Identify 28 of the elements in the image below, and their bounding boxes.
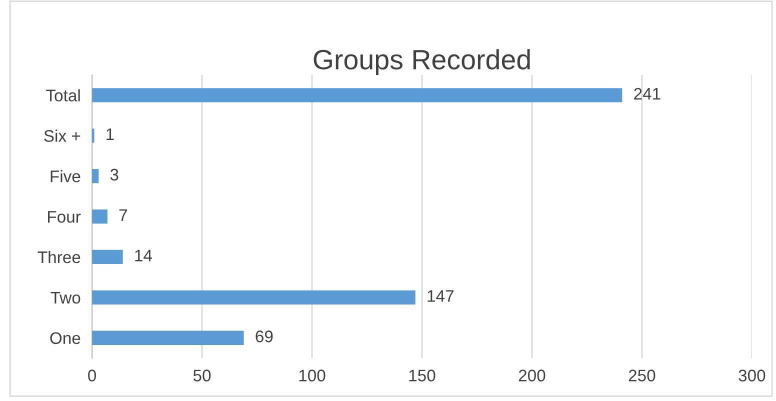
y-tick-label: One xyxy=(50,332,80,344)
data-label: 1 xyxy=(106,128,114,140)
x-tick-label: 0 xyxy=(88,370,96,382)
bar xyxy=(92,209,108,224)
x-tick-label: 150 xyxy=(409,370,436,382)
x-tick-label: 250 xyxy=(628,370,656,382)
y-tick-label: Total xyxy=(46,89,80,102)
data-label: 69 xyxy=(256,330,273,342)
y-tick-label: Four xyxy=(48,211,81,223)
bar xyxy=(92,250,123,264)
bar xyxy=(92,290,416,305)
x-tick-label: 50 xyxy=(193,370,211,382)
x-tick-label: 200 xyxy=(518,370,546,382)
x-tick-label: 100 xyxy=(299,370,326,382)
y-tick-label: Six + xyxy=(44,130,80,142)
y-tick-label: Five xyxy=(50,170,80,182)
bar xyxy=(92,169,99,184)
bar xyxy=(92,330,244,345)
data-label: 7 xyxy=(119,209,127,221)
y-tick-label: Two xyxy=(50,292,80,304)
x-tick-label: 300 xyxy=(738,370,766,382)
bar xyxy=(92,88,622,102)
y-tick-label: Three xyxy=(38,250,80,264)
data-label: 3 xyxy=(110,168,118,181)
chart-title: Groups Recorded xyxy=(314,49,530,75)
data-label: 241 xyxy=(634,88,660,100)
data-label: 14 xyxy=(135,250,152,262)
data-label: 147 xyxy=(428,290,454,302)
